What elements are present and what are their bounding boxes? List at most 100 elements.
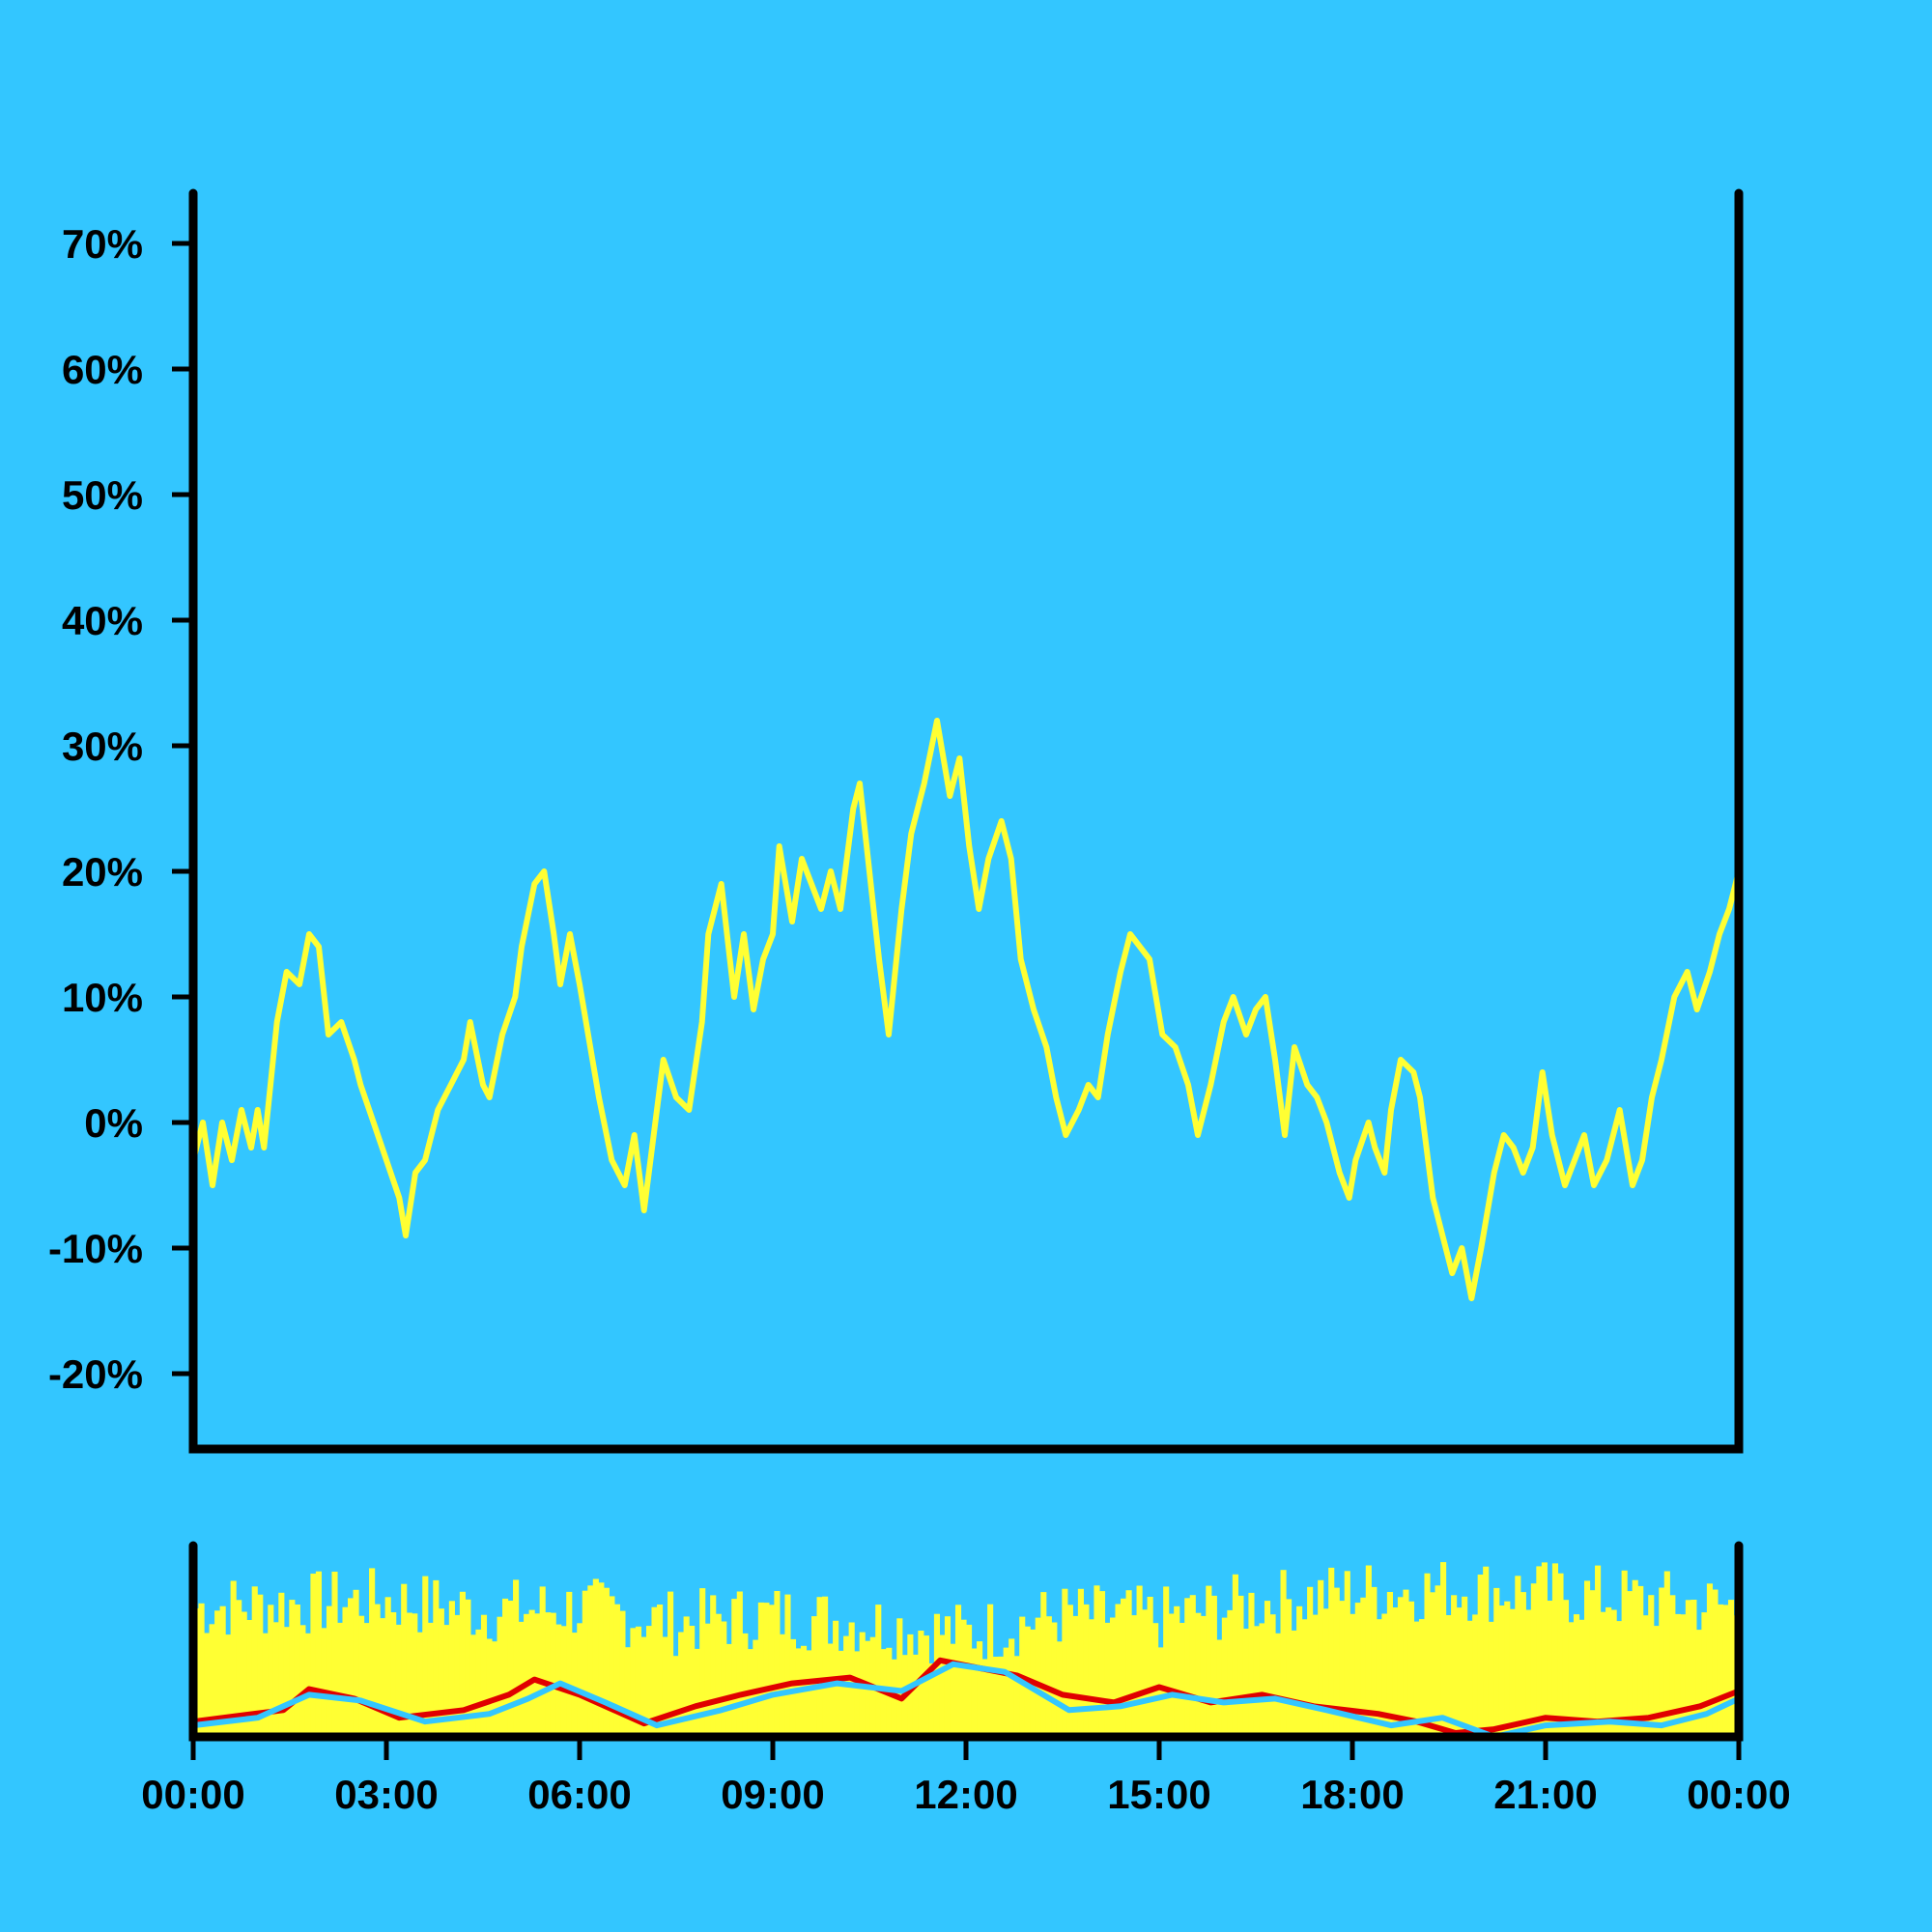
main-y-axis: -20% -10% 0% 10% 20% 30% 40% 50% 60% 70% (48, 221, 189, 1397)
volume-bar (1472, 1614, 1479, 1737)
volume-bar (1498, 1605, 1505, 1737)
volume-bar (699, 1588, 706, 1737)
volume-bar (944, 1616, 952, 1737)
volume-bar (283, 1627, 290, 1737)
volume-bar (977, 1641, 983, 1737)
volume-bar (262, 1633, 269, 1737)
volume-bar (784, 1594, 791, 1737)
volume-bar (427, 1622, 434, 1737)
volume-bar (412, 1613, 418, 1737)
volume-bar (555, 1624, 562, 1737)
volume-bar (1466, 1620, 1473, 1737)
volume-bar (1045, 1616, 1052, 1737)
volume-bar (822, 1596, 829, 1737)
volume-bar (582, 1590, 588, 1737)
volume-bar (369, 1568, 376, 1737)
volume-bar (811, 1616, 818, 1737)
volume-bar (448, 1601, 455, 1737)
volume-bar (630, 1628, 637, 1737)
volume-bar (1610, 1609, 1617, 1737)
volume-bar (587, 1585, 594, 1737)
volume-bar (560, 1626, 567, 1737)
volume-bar (1653, 1626, 1660, 1737)
volume-bar (1264, 1601, 1271, 1737)
volume-bar (443, 1625, 450, 1737)
volume-bar (757, 1602, 764, 1737)
volume-bar (1237, 1595, 1244, 1737)
volume-bar (406, 1612, 412, 1737)
volume-bar (331, 1572, 338, 1737)
volume-bar (789, 1638, 797, 1737)
volume-bar (768, 1605, 775, 1737)
volume-bar (592, 1578, 599, 1737)
volume-bar (1200, 1615, 1207, 1737)
volume-bar (524, 1613, 530, 1737)
volume-bar (1221, 1617, 1228, 1737)
volume-bar (635, 1626, 642, 1737)
volume-bar (1291, 1630, 1297, 1737)
volume-bar (204, 1633, 211, 1737)
volume-bar (1547, 1601, 1553, 1737)
volume-bar (422, 1576, 429, 1737)
volume-bar (1136, 1585, 1143, 1737)
volume-bar (1530, 1583, 1537, 1737)
volume-bar (609, 1596, 615, 1737)
volume-bar (1312, 1614, 1319, 1737)
volume-bar (1322, 1608, 1329, 1737)
volume-bar (1339, 1601, 1346, 1737)
volume-bar (1627, 1591, 1634, 1737)
sub-bars (193, 1562, 1740, 1737)
volume-bar (1307, 1586, 1314, 1737)
volume-bar (1632, 1579, 1638, 1737)
volume-bar (1344, 1571, 1350, 1737)
volume-bar (1318, 1579, 1324, 1737)
volume-bar (1104, 1622, 1111, 1737)
volume-bar (1669, 1595, 1676, 1737)
volume-bar (219, 1605, 226, 1737)
volume-bar (1328, 1567, 1335, 1737)
volume-bar (657, 1605, 664, 1737)
x-tick-label: 21:00 (1493, 1772, 1597, 1817)
volume-bar (1525, 1609, 1532, 1737)
volume-bar (1515, 1576, 1521, 1737)
volume-bar (1296, 1605, 1303, 1737)
main-panel: -20% -10% 0% 10% 20% 30% 40% 50% 60% 70% (48, 188, 1744, 1454)
volume-bar (1109, 1617, 1117, 1737)
volume-bar (1637, 1585, 1644, 1737)
volume-bar (624, 1647, 632, 1737)
y-tick-label: -20% (48, 1351, 143, 1397)
volume-bar (1595, 1565, 1602, 1737)
volume-bar (571, 1633, 578, 1737)
volume-bar (1712, 1589, 1719, 1737)
volume-bar (1663, 1571, 1670, 1737)
volume-bar (715, 1613, 722, 1737)
volume-bar (1493, 1587, 1500, 1737)
volume-bar (683, 1616, 690, 1737)
volume-bar (1674, 1613, 1681, 1737)
volume-bar (1621, 1570, 1628, 1737)
volume-bar (1424, 1573, 1431, 1737)
main-series-line (190, 718, 1742, 1301)
volume-bar (613, 1604, 620, 1737)
volume-bar (1418, 1619, 1426, 1737)
volume-bar (1062, 1588, 1068, 1737)
volume-bar (528, 1609, 535, 1737)
volume-bar (374, 1604, 381, 1737)
volume-bar (1701, 1612, 1708, 1737)
volume-bar (763, 1603, 770, 1737)
volume-bar (507, 1601, 514, 1737)
sub-panel-frame (188, 1541, 1744, 1742)
volume-bar (1717, 1604, 1724, 1737)
volume-bar (725, 1643, 732, 1737)
y-tick-label: -10% (48, 1226, 143, 1271)
volume-bar (1232, 1574, 1238, 1737)
volume-bar (1397, 1597, 1405, 1737)
volume-bar (321, 1628, 327, 1737)
volume-bar (1376, 1619, 1382, 1737)
y-tick-label: 40% (62, 598, 143, 643)
volume-bar (992, 1657, 999, 1737)
volume-bar (1680, 1614, 1687, 1737)
volume-bar (896, 1618, 903, 1737)
volume-bar (241, 1611, 247, 1737)
volume-bar (1413, 1621, 1420, 1737)
